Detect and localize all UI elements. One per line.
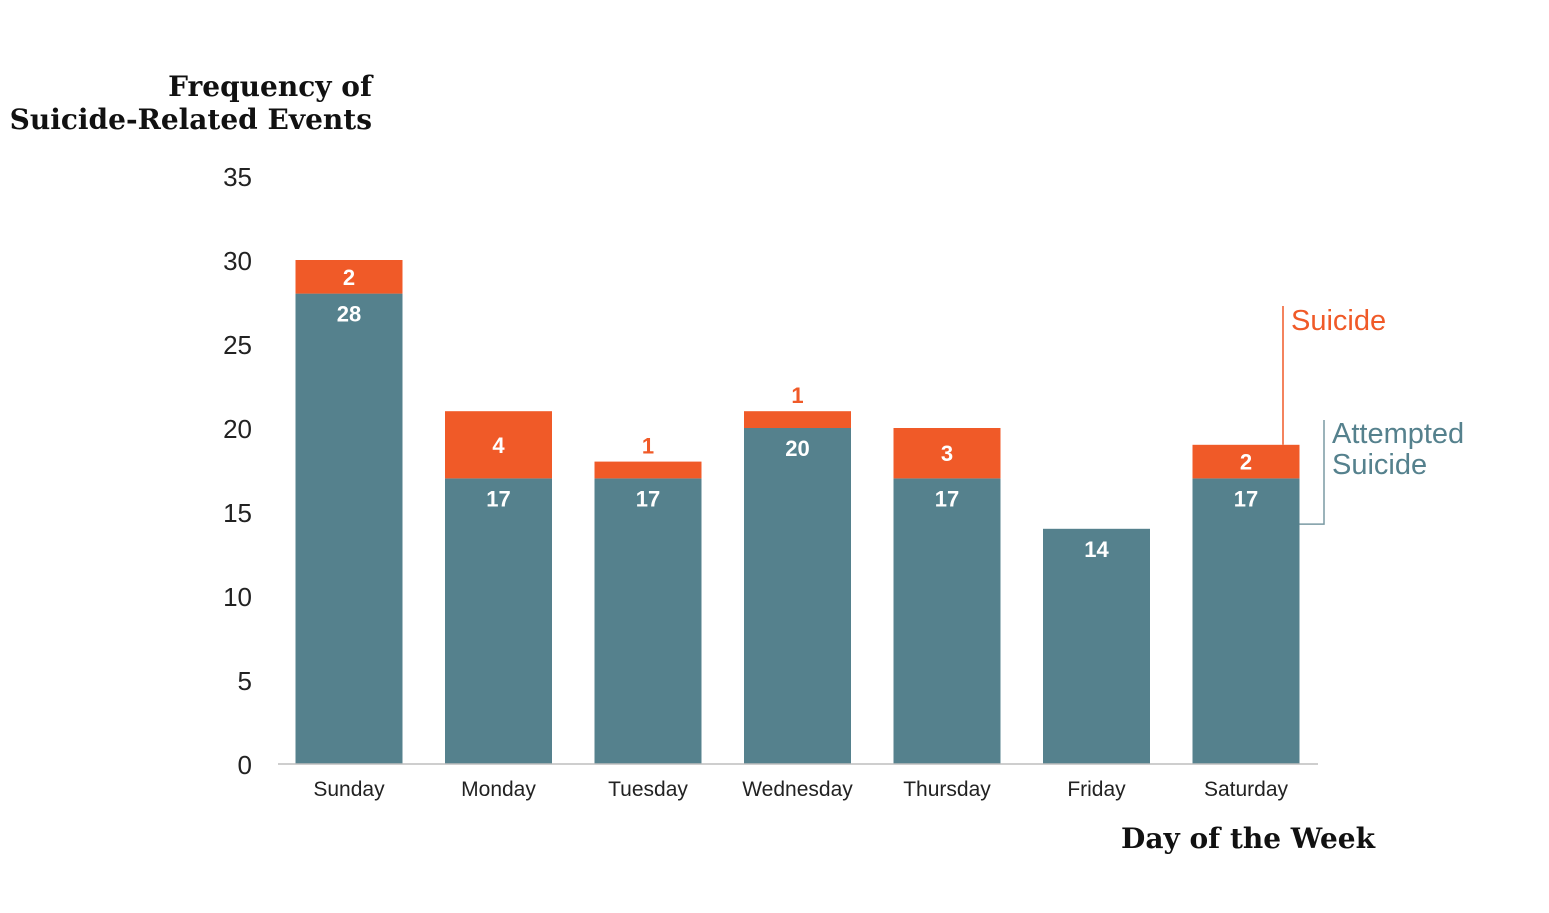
bar-suicide [744, 411, 851, 428]
bar-attempted-suicide [893, 478, 1001, 764]
bar-attempted-suicide [744, 428, 851, 764]
x-category-label: Tuesday [608, 778, 688, 801]
bar-attempted-suicide [445, 478, 552, 764]
y-tick-label: 5 [238, 666, 252, 696]
data-label-attempted: 17 [1234, 486, 1258, 511]
bar-suicide [594, 461, 702, 479]
x-category-label: Thursday [903, 778, 991, 801]
y-tick-label: 0 [238, 750, 252, 780]
y-tick-label: 15 [223, 498, 252, 528]
x-category-label: Saturday [1204, 778, 1289, 801]
data-label-attempted: 17 [486, 486, 510, 511]
x-category-label: Wednesday [742, 778, 853, 801]
data-label-attempted: 17 [636, 486, 660, 511]
legend-attempted-label-line1: Attempted [1332, 418, 1464, 450]
legend-attempted-label-line2: Suicide [1332, 449, 1427, 481]
bar-suicide [445, 411, 552, 479]
bar-suicide [1192, 444, 1300, 479]
data-label-suicide: 3 [941, 441, 953, 466]
x-axis-categories: Sunday Monday Tuesday Wednesday Thursday Frid… [313, 778, 1288, 801]
bar-suicide [295, 260, 403, 294]
data-label-attempted: 17 [935, 486, 959, 511]
x-category-label: Sunday [313, 778, 385, 801]
legend-attempted-connector [1299, 420, 1325, 525]
bar-suicide [893, 428, 1001, 479]
y-tick-label: 30 [223, 246, 252, 276]
y-tick-label: 35 [223, 162, 252, 192]
y-axis-title-line2: Suicide-Related Events [10, 103, 372, 136]
data-label-suicide: 1 [642, 434, 654, 459]
data-label-attempted: 14 [1084, 537, 1109, 562]
bar-attempted-suicide [1043, 528, 1150, 764]
y-tick-label: 25 [223, 330, 252, 360]
data-label-attempted: 20 [785, 436, 809, 461]
data-label-suicide: 4 [492, 433, 505, 458]
legend-suicide-label: Suicide [1291, 305, 1386, 337]
bar-attempted-suicide [295, 293, 403, 764]
y-tick-label: 20 [223, 414, 252, 444]
data-label-attempted: 28 [337, 302, 361, 327]
x-category-label: Monday [461, 778, 536, 801]
y-tick-label: 10 [223, 582, 252, 612]
bar-attempted-suicide [594, 478, 702, 764]
bar-attempted-suicide [1192, 478, 1300, 764]
y-axis-ticks: 0 5 10 15 20 25 30 35 [223, 162, 252, 780]
x-category-label: Friday [1067, 778, 1126, 801]
data-label-suicide: 2 [343, 265, 355, 290]
data-label-suicide: 1 [791, 383, 803, 408]
x-axis-title: Day of the Week [1121, 822, 1376, 855]
bars: 28 2 17 4 17 1 20 1 17 3 14 17 2 [295, 260, 1300, 764]
y-axis-title-line1: Frequency of [168, 70, 374, 103]
data-label-suicide: 2 [1240, 450, 1252, 475]
